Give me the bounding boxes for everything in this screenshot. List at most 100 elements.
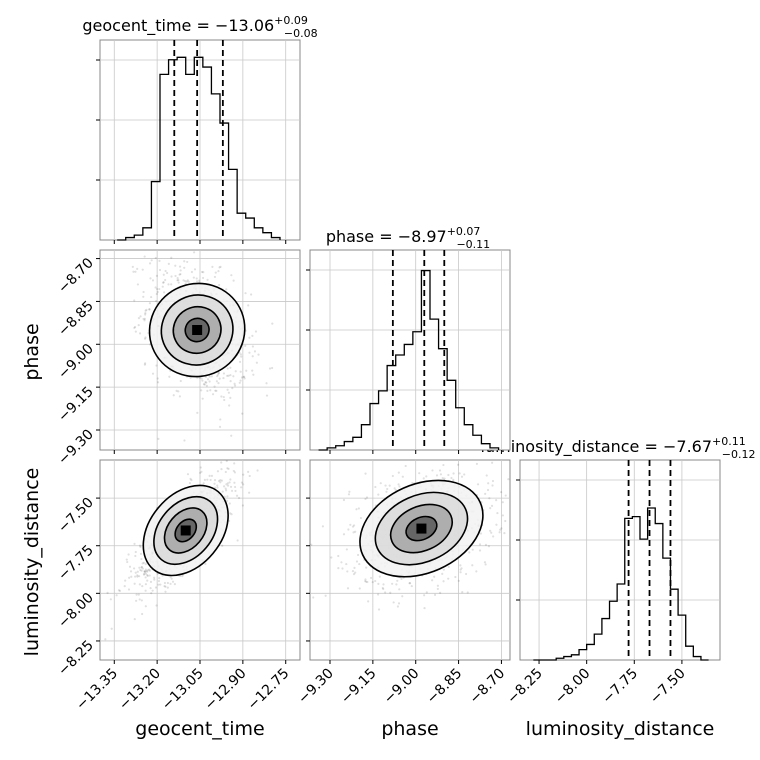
scatter-point bbox=[183, 266, 186, 269]
scatter-point bbox=[162, 281, 165, 284]
y-tick-label: −9.00 bbox=[55, 341, 97, 383]
scatter-point bbox=[346, 587, 350, 590]
scatter-point bbox=[141, 268, 144, 271]
scatter-point bbox=[229, 485, 233, 488]
scatter-point bbox=[141, 584, 144, 588]
scatter-point bbox=[151, 372, 155, 375]
scatter-point bbox=[220, 468, 223, 471]
scatter-point bbox=[188, 482, 192, 485]
scatter-point bbox=[155, 604, 158, 607]
scatter-point bbox=[382, 587, 385, 591]
scatter-point bbox=[385, 490, 388, 493]
scatter-point bbox=[468, 551, 471, 554]
scatter-point bbox=[162, 273, 165, 276]
scatter-point bbox=[247, 470, 250, 474]
scatter-point bbox=[491, 461, 494, 464]
scatter-point bbox=[187, 280, 190, 283]
scatter-point bbox=[132, 567, 136, 570]
density-peak-geocent-time-vs-luminosity-distance bbox=[180, 525, 191, 536]
scatter-point bbox=[123, 585, 126, 588]
scatter-point bbox=[190, 270, 194, 274]
scatter-point bbox=[143, 570, 147, 573]
scatter-point bbox=[135, 599, 138, 602]
scatter-point bbox=[147, 568, 150, 571]
scatter-point bbox=[141, 612, 144, 616]
scatter-point bbox=[228, 481, 231, 484]
histogram-geocent-time bbox=[117, 56, 281, 241]
scatter-point bbox=[352, 531, 355, 534]
scatter-point bbox=[181, 574, 184, 578]
scatter-point bbox=[393, 487, 396, 490]
scatter-point bbox=[145, 308, 148, 311]
scatter-point bbox=[158, 268, 162, 272]
scatter-point bbox=[115, 594, 118, 597]
x-tick-label: −9.30 bbox=[295, 666, 337, 708]
scatter-point bbox=[404, 464, 407, 468]
y-tick-label: −9.15 bbox=[55, 384, 97, 426]
scatter-point bbox=[230, 489, 234, 492]
scatter-point bbox=[365, 566, 368, 569]
scatter-point bbox=[229, 380, 232, 383]
scatter-point bbox=[410, 584, 413, 588]
x-tick-label: −8.85 bbox=[424, 666, 466, 708]
scatter-point bbox=[355, 508, 358, 511]
scatter-point bbox=[133, 542, 136, 546]
x-tick-label: −9.15 bbox=[338, 666, 380, 708]
y-tick-label: −7.50 bbox=[55, 495, 97, 537]
scatter-point bbox=[124, 579, 127, 582]
scatter-point bbox=[133, 582, 136, 585]
scatter-point bbox=[139, 545, 142, 548]
scatter-point bbox=[214, 271, 217, 274]
scatter-point bbox=[182, 279, 185, 282]
scatter-point bbox=[239, 370, 242, 373]
scatter-point bbox=[218, 377, 221, 380]
scatter-point bbox=[396, 605, 400, 608]
scatter-point bbox=[241, 412, 244, 415]
scatter-point bbox=[364, 472, 367, 475]
scatter-point bbox=[391, 582, 394, 585]
scatter-point bbox=[450, 476, 453, 480]
scatter-point bbox=[154, 256, 157, 260]
y-tick-label: −8.85 bbox=[55, 298, 97, 340]
scatter-point bbox=[240, 355, 243, 358]
scatter-point bbox=[183, 260, 186, 263]
scatter-point bbox=[251, 334, 254, 337]
scatter-point bbox=[154, 286, 157, 289]
scatter-point bbox=[143, 572, 146, 575]
scatter-point bbox=[213, 385, 216, 388]
scatter-point bbox=[310, 543, 313, 546]
scatter-point bbox=[136, 283, 140, 286]
scatter-point bbox=[447, 577, 450, 580]
scatter-point bbox=[218, 266, 221, 269]
scatter-point bbox=[240, 376, 244, 379]
scatter-point bbox=[271, 366, 274, 370]
scatter-point bbox=[140, 565, 144, 569]
scatter-point bbox=[441, 572, 444, 575]
x-tick-label: −8.25 bbox=[504, 666, 546, 708]
scatter-point bbox=[146, 570, 149, 573]
scatter-point bbox=[459, 571, 462, 574]
scatter-point bbox=[355, 560, 359, 563]
scatter-point bbox=[157, 437, 160, 440]
scatter-point bbox=[137, 324, 140, 327]
scatter-point bbox=[242, 473, 245, 476]
scatter-point bbox=[166, 586, 169, 589]
scatter-point bbox=[366, 580, 369, 584]
scatter-point bbox=[478, 549, 482, 552]
scatter-point bbox=[234, 489, 237, 493]
scatter-point bbox=[138, 583, 141, 586]
scatter-point bbox=[155, 364, 158, 367]
scatter-point bbox=[143, 570, 147, 574]
scatter-point bbox=[138, 575, 141, 578]
scatter-point bbox=[148, 569, 151, 572]
scatter-point bbox=[142, 561, 145, 564]
scatter-point bbox=[230, 434, 233, 437]
scatter-point bbox=[337, 567, 340, 570]
scatter-point bbox=[460, 567, 463, 570]
scatter-point bbox=[186, 279, 189, 282]
x-tick-label: −12.75 bbox=[245, 666, 293, 714]
scatter-point bbox=[231, 387, 234, 390]
scatter-point bbox=[138, 544, 142, 547]
scatter-point bbox=[206, 389, 209, 392]
scatter-point bbox=[471, 548, 474, 551]
